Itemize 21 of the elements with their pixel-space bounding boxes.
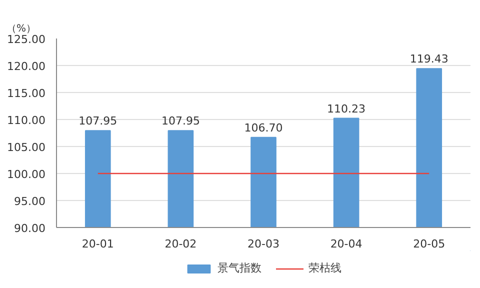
y-tick-label: 100.00 bbox=[7, 168, 46, 181]
legend-label: 荣枯线 bbox=[308, 260, 342, 276]
y-tick-label: 120.00 bbox=[7, 60, 46, 73]
y-tick-label: 125.00 bbox=[7, 33, 46, 46]
y-axis-title: （%） bbox=[6, 24, 36, 34]
y-tick-label: 115.00 bbox=[7, 87, 46, 100]
x-tick-label: 20-02 bbox=[164, 238, 197, 250]
y-tick-label: 110.00 bbox=[7, 114, 46, 127]
data-label: 110.23 bbox=[327, 102, 366, 116]
y-tick-label: 95.00 bbox=[14, 195, 46, 208]
y-tick-label: 105.00 bbox=[7, 141, 46, 154]
x-tick-label: 20-04 bbox=[330, 238, 362, 250]
data-label: 107.95 bbox=[78, 114, 118, 128]
x-tick-label: 20-03 bbox=[248, 238, 280, 250]
data-label: 119.43 bbox=[410, 52, 448, 66]
y-tick-label: 90.00 bbox=[14, 222, 46, 235]
data-label: 107.95 bbox=[161, 114, 200, 128]
legend-label: 景气指数 bbox=[218, 260, 262, 276]
x-tick-label: 20-01 bbox=[82, 238, 114, 250]
data-label: 106.70 bbox=[244, 121, 283, 134]
x-tick-label: 20-05 bbox=[413, 238, 446, 250]
